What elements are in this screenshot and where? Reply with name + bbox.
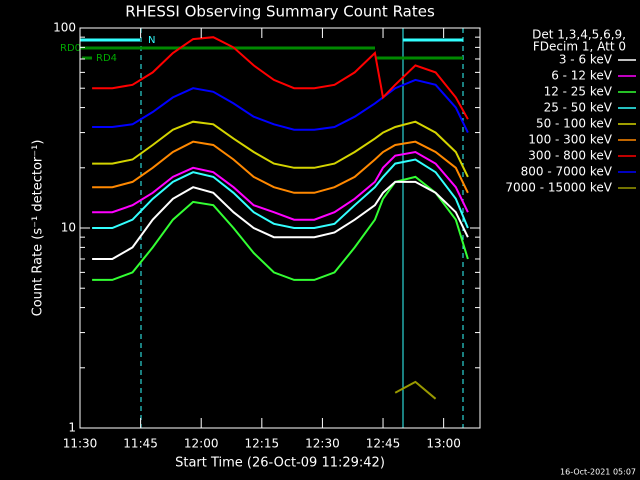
legend-label: 12 - 25 keV <box>544 85 613 99</box>
x-tick-label: 13:00 <box>426 437 461 451</box>
series-line <box>92 175 469 281</box>
x-tick-label: 12:15 <box>245 437 280 451</box>
legend-label: 300 - 800 keV <box>528 149 612 163</box>
y-tick-label: 1 <box>68 421 76 435</box>
annotation: RD4 <box>96 53 117 64</box>
x-tick-label: 12:00 <box>184 437 219 451</box>
x-tick-label: 12:45 <box>366 437 401 451</box>
legend-label: 3 - 6 keV <box>559 53 613 67</box>
legend-header: Det 1,3,4,5,6,9, <box>532 28 626 42</box>
legend-label: 6 - 12 keV <box>551 69 613 83</box>
series-line <box>92 140 469 194</box>
series-line <box>92 150 469 221</box>
legend-label: 100 - 300 keV <box>528 133 612 147</box>
legend-header: FDecim 1, Att 0 <box>533 40 626 54</box>
series-line <box>92 180 469 260</box>
annotation: N <box>148 35 155 46</box>
legend-label: 25 - 50 keV <box>544 101 613 115</box>
series-line <box>92 158 469 229</box>
x-axis-label: Start Time (26-Oct-09 11:29:42) <box>175 456 385 471</box>
series-line <box>92 120 469 178</box>
legend-label: 800 - 7000 keV <box>521 165 613 179</box>
legend-label: 7000 - 15000 keV <box>505 181 612 195</box>
series-line <box>92 36 469 120</box>
chart-title: RHESSI Observing Summary Count Rates <box>125 3 435 21</box>
annotation: RD0 <box>60 43 81 54</box>
timestamp: 16-Oct-2021 05:07 <box>560 468 636 477</box>
y-tick-label: 10 <box>61 221 76 235</box>
x-tick-label: 11:45 <box>123 437 158 451</box>
plot-area <box>92 36 469 400</box>
x-tick-label: 12:30 <box>305 437 340 451</box>
series-line <box>394 380 437 400</box>
legend-label: 50 - 100 keV <box>536 117 613 131</box>
y-axis-label: Count Rate (s⁻¹ detector⁻¹) <box>31 140 46 317</box>
series-line <box>92 78 469 134</box>
y-tick-label: 100 <box>53 21 76 35</box>
x-tick-label: 11:30 <box>63 437 98 451</box>
